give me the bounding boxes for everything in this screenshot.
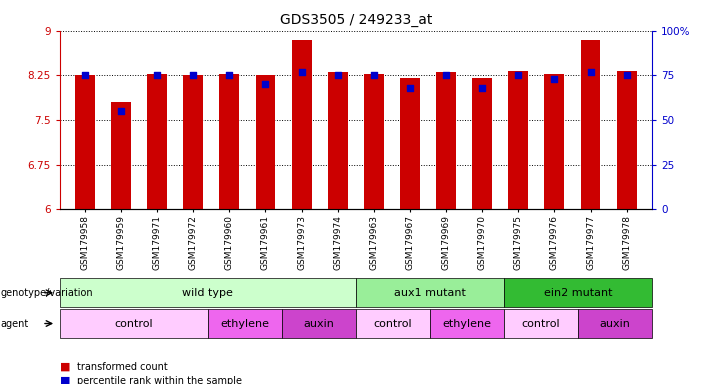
Point bbox=[368, 72, 379, 78]
Point bbox=[224, 72, 235, 78]
Text: ein2 mutant: ein2 mutant bbox=[544, 288, 612, 298]
Point bbox=[151, 72, 163, 78]
Bar bbox=[508, 71, 529, 209]
Text: control: control bbox=[374, 318, 412, 329]
Text: control: control bbox=[114, 318, 153, 329]
Bar bbox=[219, 74, 239, 209]
Bar bbox=[282, 309, 355, 338]
Bar bbox=[617, 71, 637, 209]
Bar bbox=[364, 74, 383, 209]
Text: ethylene: ethylene bbox=[442, 318, 491, 329]
Text: aux1 mutant: aux1 mutant bbox=[394, 288, 465, 298]
Text: genotype/variation: genotype/variation bbox=[1, 288, 93, 298]
Text: ■: ■ bbox=[60, 376, 70, 384]
Title: GDS3505 / 249233_at: GDS3505 / 249233_at bbox=[280, 13, 432, 27]
Point bbox=[621, 72, 632, 78]
Bar bbox=[75, 75, 95, 209]
Bar bbox=[355, 278, 504, 307]
Bar bbox=[207, 309, 282, 338]
Point bbox=[477, 85, 488, 91]
Point bbox=[512, 72, 524, 78]
Text: auxin: auxin bbox=[304, 318, 334, 329]
Bar bbox=[400, 78, 420, 209]
Point bbox=[296, 69, 307, 75]
Bar bbox=[183, 75, 203, 209]
Point bbox=[116, 108, 127, 114]
Bar bbox=[256, 75, 275, 209]
Point bbox=[440, 72, 451, 78]
Text: wild type: wild type bbox=[182, 288, 233, 298]
Bar bbox=[111, 102, 131, 209]
Point bbox=[260, 81, 271, 88]
Bar bbox=[580, 40, 601, 209]
Bar bbox=[292, 40, 311, 209]
Point bbox=[332, 72, 343, 78]
Bar bbox=[472, 78, 492, 209]
Text: control: control bbox=[522, 318, 560, 329]
Text: transformed count: transformed count bbox=[77, 362, 168, 372]
Bar bbox=[430, 309, 504, 338]
Text: ■: ■ bbox=[60, 362, 70, 372]
Bar bbox=[355, 309, 430, 338]
Bar bbox=[436, 72, 456, 209]
Bar bbox=[147, 74, 167, 209]
Bar bbox=[504, 309, 578, 338]
Bar bbox=[60, 309, 207, 338]
Bar bbox=[328, 72, 348, 209]
Point bbox=[188, 72, 199, 78]
Bar bbox=[60, 278, 355, 307]
Bar bbox=[578, 309, 652, 338]
Bar bbox=[504, 278, 652, 307]
Text: agent: agent bbox=[1, 318, 29, 329]
Bar bbox=[545, 74, 564, 209]
Point bbox=[404, 85, 416, 91]
Point bbox=[585, 69, 596, 75]
Text: percentile rank within the sample: percentile rank within the sample bbox=[77, 376, 242, 384]
Point bbox=[549, 76, 560, 82]
Point bbox=[79, 72, 90, 78]
Text: auxin: auxin bbox=[599, 318, 630, 329]
Text: ethylene: ethylene bbox=[220, 318, 269, 329]
